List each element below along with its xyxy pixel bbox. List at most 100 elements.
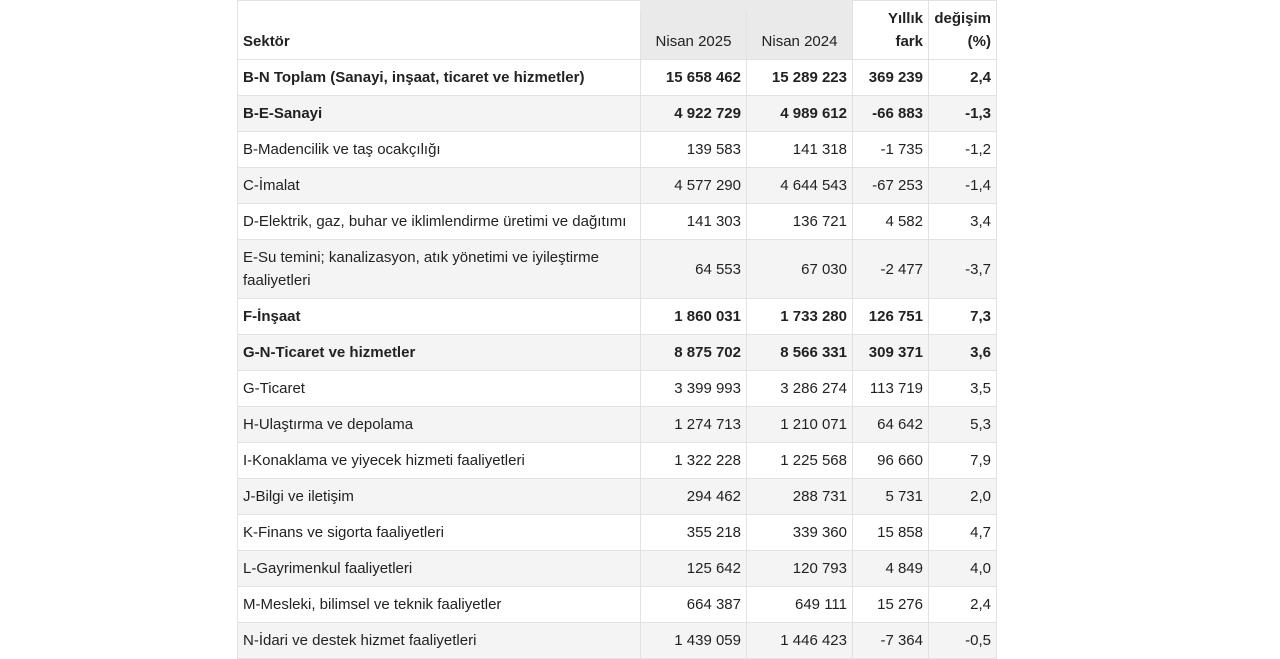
table-body: B-N Toplam (Sanayi, inşaat, ticaret ve h… [237, 59, 997, 659]
value-cell: 15 858 [852, 514, 929, 551]
value-cell: 5,3 [928, 406, 997, 443]
value-cell: 369 239 [852, 59, 929, 96]
sector-cell: C-İmalat [237, 167, 641, 204]
value-cell: 4 577 290 [640, 167, 747, 204]
table-row: F-İnşaat 1 860 031 1 733 280 126 751 7,3 [237, 298, 997, 335]
value-cell: 125 642 [640, 550, 747, 587]
header-cell: Yıllık fark [852, 0, 929, 60]
data-table: Sektör Nisan 2025 Nisan 2024 Yıllık fark… [237, 0, 997, 659]
table-row: E-Su temini; kanalizasyon, atık yönetimi… [237, 239, 997, 299]
value-cell: 4,0 [928, 550, 997, 587]
value-cell: 294 462 [640, 478, 747, 515]
value-cell: 15 658 462 [640, 59, 747, 96]
value-cell: 7,9 [928, 442, 997, 479]
value-cell: 3,6 [928, 334, 997, 371]
value-cell: 2,0 [928, 478, 997, 515]
value-cell: 1 439 059 [640, 622, 747, 659]
table-row: H-Ulaştırma ve depolama 1 274 713 1 210 07… [237, 406, 997, 443]
value-cell: -66 883 [852, 95, 929, 132]
table-row: B-N Toplam (Sanayi, inşaat, ticaret ve h… [237, 59, 997, 96]
value-cell: -1,2 [928, 131, 997, 168]
value-cell: 4 582 [852, 203, 929, 240]
value-cell: 3 399 993 [640, 370, 747, 407]
table-row: N-İdari ve destek hizmet faaliyetleri 1 4… [237, 622, 997, 659]
table-row: J-Bilgi ve iletişim 294 462 288 731 5 731 2,… [237, 478, 997, 515]
sector-cell: L-Gayrimenkul faaliyetleri [237, 550, 641, 587]
header-cell: Sektör [237, 0, 641, 60]
value-cell: 3,4 [928, 203, 997, 240]
value-cell: -1,4 [928, 167, 997, 204]
value-cell: 4,7 [928, 514, 997, 551]
value-cell: 15 276 [852, 586, 929, 623]
sector-cell: E-Su temini; kanalizasyon, atık yönetimi… [237, 239, 641, 299]
table-row: L-Gayrimenkul faaliyetleri 125 642 120 793… [237, 550, 997, 587]
sector-cell: J-Bilgi ve iletişim [237, 478, 641, 515]
value-cell: 64 642 [852, 406, 929, 443]
sector-cell: H-Ulaştırma ve depolama [237, 406, 641, 443]
value-cell: -7 364 [852, 622, 929, 659]
value-cell: -67 253 [852, 167, 929, 204]
value-cell: -0,5 [928, 622, 997, 659]
value-cell: 120 793 [746, 550, 853, 587]
table-row: B-E-Sanayi 4 922 729 4 989 612 -66 883 -1,3 [237, 95, 997, 132]
value-cell: 2,4 [928, 586, 997, 623]
value-cell: 136 721 [746, 203, 853, 240]
header-row: Sektör Nisan 2025 Nisan 2024 Yıllık fark… [237, 0, 997, 60]
value-cell: 355 218 [640, 514, 747, 551]
sector-cell: G-Ticaret [237, 370, 641, 407]
value-cell: 664 387 [640, 586, 747, 623]
value-cell: 139 583 [640, 131, 747, 168]
sector-cell: M-Mesleki, bilimsel ve teknik faaliyetle… [237, 586, 641, 623]
table-row: D-Elektrik, gaz, buhar ve iklimlendirme … [237, 203, 997, 240]
value-cell: 649 111 [746, 586, 853, 623]
header-band [640, 0, 852, 12]
value-cell: 4 989 612 [746, 95, 853, 132]
value-cell: 141 318 [746, 131, 853, 168]
value-cell: 1 322 228 [640, 442, 747, 479]
value-cell: -1,3 [928, 95, 997, 132]
value-cell: 8 566 331 [746, 334, 853, 371]
header-cell: değişim (%) [928, 0, 997, 60]
sector-cell: N-İdari ve destek hizmet faaliyetleri [237, 622, 641, 659]
sector-cell: K-Finans ve sigorta faaliyetleri [237, 514, 641, 551]
value-cell: 4 922 729 [640, 95, 747, 132]
sector-cell: I-Konaklama ve yiyecek hizmeti faaliyetl… [237, 442, 641, 479]
table-row: G-N-Ticaret ve hizmetler 8 875 702 8 566 3… [237, 334, 997, 371]
sector-cell: B-N Toplam (Sanayi, inşaat, ticaret ve h… [237, 59, 641, 96]
table-row: C-İmalat 4 577 290 4 644 543 -67 253 -1,4 [237, 167, 997, 204]
value-cell: 2,4 [928, 59, 997, 96]
value-cell: 339 360 [746, 514, 853, 551]
value-cell: 5 731 [852, 478, 929, 515]
value-cell: 67 030 [746, 239, 853, 299]
sector-cell: F-İnşaat [237, 298, 641, 335]
value-cell: 96 660 [852, 442, 929, 479]
value-cell: 15 289 223 [746, 59, 853, 96]
value-cell: 4 644 543 [746, 167, 853, 204]
value-cell: 1 274 713 [640, 406, 747, 443]
sector-cell: B-Madencilik ve taş ocakçılığı [237, 131, 641, 168]
value-cell: 1 733 280 [746, 298, 853, 335]
table-row: I-Konaklama ve yiyecek hizmeti faaliyetl… [237, 442, 997, 479]
table-row: K-Finans ve sigorta faaliyetleri 355 218 3… [237, 514, 997, 551]
value-cell: 288 731 [746, 478, 853, 515]
value-cell: 1 225 568 [746, 442, 853, 479]
table-wrap: Sektör Nisan 2025 Nisan 2024 Yıllık fark… [237, 0, 997, 659]
value-cell: -2 477 [852, 239, 929, 299]
value-cell: 1 860 031 [640, 298, 747, 335]
value-cell: 3 286 274 [746, 370, 853, 407]
table-row: B-Madencilik ve taş ocakçılığı 139 583 141… [237, 131, 997, 168]
value-cell: 3,5 [928, 370, 997, 407]
value-cell: -1 735 [852, 131, 929, 168]
table-row: M-Mesleki, bilimsel ve teknik faaliyetle… [237, 586, 997, 623]
value-cell: 64 553 [640, 239, 747, 299]
sector-cell: D-Elektrik, gaz, buhar ve iklimlendirme … [237, 203, 641, 240]
sector-cell: G-N-Ticaret ve hizmetler [237, 334, 641, 371]
value-cell: 141 303 [640, 203, 747, 240]
value-cell: 1 210 071 [746, 406, 853, 443]
sector-cell: B-E-Sanayi [237, 95, 641, 132]
table-row: G-Ticaret 3 399 993 3 286 274 113 719 3,5 [237, 370, 997, 407]
value-cell: 7,3 [928, 298, 997, 335]
value-cell: 113 719 [852, 370, 929, 407]
value-cell: 126 751 [852, 298, 929, 335]
value-cell: -3,7 [928, 239, 997, 299]
